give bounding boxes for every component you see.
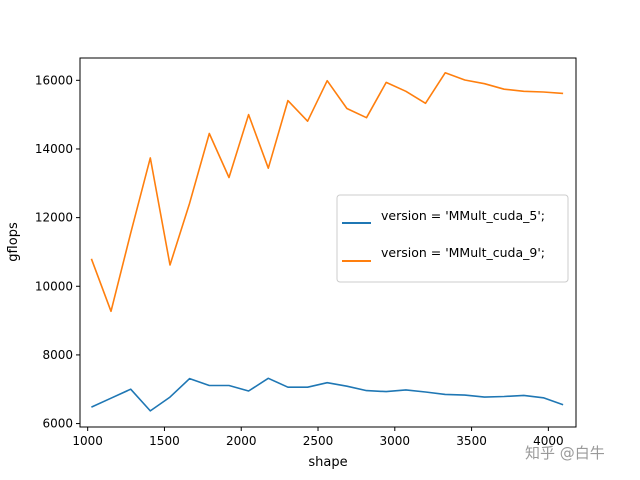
x-axis-label: shape xyxy=(308,455,347,470)
plot-frame xyxy=(79,57,577,428)
y-tick-label: 6000 xyxy=(42,417,73,431)
y-axis-label: gflops xyxy=(6,222,21,262)
x-tick-label: 4000 xyxy=(533,434,564,448)
x-tick-label: 2500 xyxy=(303,434,334,448)
x-tick-label: 3500 xyxy=(456,434,487,448)
x-tick-label: 3000 xyxy=(380,434,411,448)
series-line-1 xyxy=(90,72,564,313)
y-tick-label: 10000 xyxy=(35,279,73,293)
x-tick-label: 2000 xyxy=(226,434,257,448)
legend-label-cuda9: version = 'MMult_cuda_9'; xyxy=(381,245,545,260)
y-tick-label: 14000 xyxy=(35,142,73,156)
y-tick-label: 8000 xyxy=(42,348,73,362)
legend-label-cuda5: version = 'MMult_cuda_5'; xyxy=(381,208,545,223)
x-axis: 1000 1500 2000 2500 3000 3500 4000 xyxy=(72,427,564,448)
y-tick-label: 16000 xyxy=(35,73,73,87)
watermark: 知乎 @白牛 xyxy=(525,444,605,462)
y-tick-label: 12000 xyxy=(35,211,73,225)
series-line-0 xyxy=(91,377,564,412)
series-layer xyxy=(90,72,564,412)
legend: version = 'MMult_cuda_5'; version = 'MMu… xyxy=(336,194,569,283)
x-tick-label: 1000 xyxy=(72,434,103,448)
x-tick-label: 1500 xyxy=(149,434,180,448)
y-axis: 6000 8000 10000 12000 14000 16000 xyxy=(35,73,80,431)
legend-box xyxy=(336,194,569,283)
